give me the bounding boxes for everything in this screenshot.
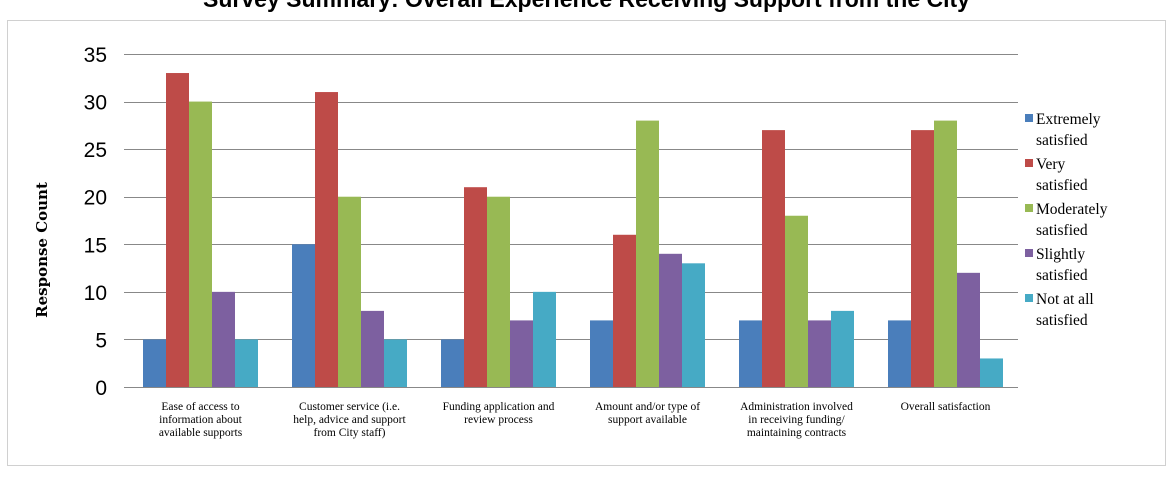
- bar: [464, 187, 487, 387]
- category-label: Ease of access to: [161, 401, 239, 413]
- bar: [441, 339, 464, 387]
- category-label: Customer service (i.e.: [299, 401, 400, 413]
- chart-title: Survey Summary: Overall Experience Recei…: [0, 0, 1173, 12]
- bar: [189, 101, 212, 388]
- bar: [338, 196, 361, 387]
- y-tick-label: 25: [84, 139, 107, 162]
- bar: [384, 339, 407, 387]
- category-label: Amount and/or type of: [595, 401, 700, 413]
- bar: [166, 73, 189, 388]
- y-tick-label: 5: [95, 329, 107, 352]
- y-tick-label: 30: [84, 92, 107, 115]
- bar: [739, 320, 762, 387]
- legend-swatch: [1025, 114, 1033, 122]
- category-label: review process: [464, 414, 533, 426]
- bar: [682, 263, 705, 387]
- bar: [808, 320, 831, 387]
- bar: [659, 253, 682, 387]
- legend-swatch: [1025, 294, 1033, 302]
- y-tick-label: 0: [95, 377, 107, 400]
- legend-swatch: [1025, 204, 1033, 212]
- bar: [292, 244, 315, 387]
- bar: [212, 291, 235, 387]
- category-label: help, advice and support: [293, 414, 406, 426]
- bar: [510, 320, 533, 387]
- y-axis-label: Response Count: [33, 182, 51, 318]
- bar: [361, 310, 384, 387]
- bar: [785, 215, 808, 387]
- legend-label: satisfied: [1036, 222, 1088, 239]
- y-tick-label: 15: [84, 234, 107, 257]
- legend-label: satisfied: [1036, 177, 1088, 194]
- legend-label: satisfied: [1036, 267, 1088, 284]
- bars: [143, 73, 1003, 388]
- bar: [590, 320, 613, 387]
- legend: Extremely satisfied Very satisfied Moderatel…: [1025, 111, 1108, 329]
- legend-label: Not at all: [1036, 291, 1094, 308]
- chart-title-area: Survey Summary: Overall Experience Recei…: [0, 0, 1173, 12]
- category-label: from City staff): [314, 427, 386, 439]
- bar: [957, 272, 980, 387]
- bar: [487, 196, 510, 387]
- y-tick-label: 20: [84, 187, 107, 210]
- legend-label: satisfied: [1036, 132, 1088, 149]
- chart-border: [7, 20, 1166, 466]
- legend-label: Moderately: [1036, 201, 1108, 218]
- legend-label: satisfied: [1036, 312, 1088, 329]
- category-label: information about: [159, 414, 243, 426]
- bar: [831, 310, 854, 387]
- category-label: support available: [608, 414, 687, 426]
- bar: [533, 291, 556, 387]
- bar: [911, 130, 934, 387]
- bar: [143, 339, 166, 387]
- category-label: available supports: [159, 427, 243, 439]
- y-axis-ticks: 0 5 10 15 20 25 30 35: [84, 44, 107, 400]
- bar: [934, 120, 957, 387]
- bar: [636, 120, 659, 387]
- y-tick-label: 10: [84, 282, 107, 305]
- gridlines: [124, 54, 1018, 340]
- y-tick-label: 35: [84, 44, 107, 67]
- bar: [888, 320, 911, 387]
- category-label: Administration involved: [740, 401, 853, 413]
- legend-swatch: [1025, 249, 1033, 257]
- category-label: Funding application and: [443, 401, 555, 413]
- bar: [980, 358, 1003, 387]
- category-label: maintaining contracts: [747, 427, 847, 439]
- category-label: Overall satisfaction: [901, 401, 991, 413]
- bar: [762, 130, 785, 387]
- legend-swatch: [1025, 159, 1033, 167]
- bar: [315, 92, 338, 388]
- legend-label: Extremely: [1036, 111, 1101, 128]
- legend-label: Very: [1036, 156, 1066, 173]
- bar: [235, 339, 258, 387]
- category-label: in receiving funding/: [748, 414, 845, 426]
- legend-label: Slightly: [1036, 246, 1085, 263]
- bar: [613, 234, 636, 387]
